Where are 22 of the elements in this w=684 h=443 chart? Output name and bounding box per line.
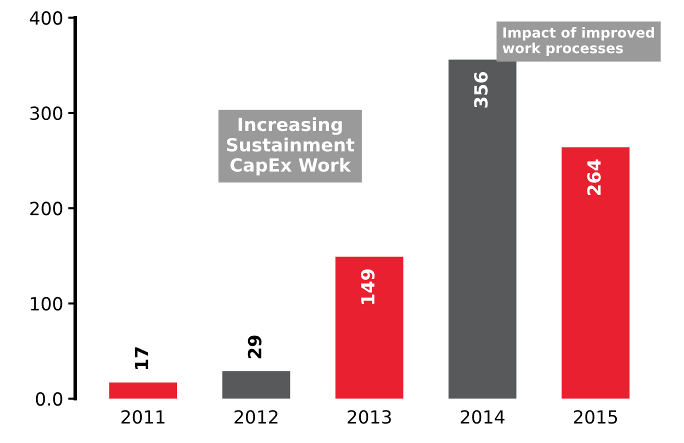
bar [222, 371, 290, 399]
data-label: 29 [248, 336, 262, 358]
y-tick-label: 400 [30, 11, 62, 25]
x-tick-label: 2013 [348, 410, 391, 424]
y-tick-label: 0.0 [36, 392, 62, 406]
y-tick-label: 200 [30, 202, 62, 216]
y-tick-label: 300 [30, 106, 62, 120]
annotation: Impact of improved work processes [502, 27, 654, 56]
data-label: 356 [474, 72, 488, 108]
bar [448, 60, 516, 399]
x-tick-label: 2014 [460, 410, 504, 424]
x-tick-label: 2015 [574, 410, 618, 424]
data-label: 17 [134, 347, 148, 370]
annotation: Increasing Sustainment CapEx Work [226, 117, 354, 176]
bar [562, 147, 630, 399]
data-label: 149 [360, 269, 375, 304]
y-tick-label: 100 [30, 296, 62, 311]
x-tick-label: 2011 [121, 410, 164, 424]
data-label: 264 [587, 160, 601, 195]
x-tick-label: 2012 [234, 410, 278, 424]
bar [109, 382, 178, 399]
bar [335, 256, 404, 399]
